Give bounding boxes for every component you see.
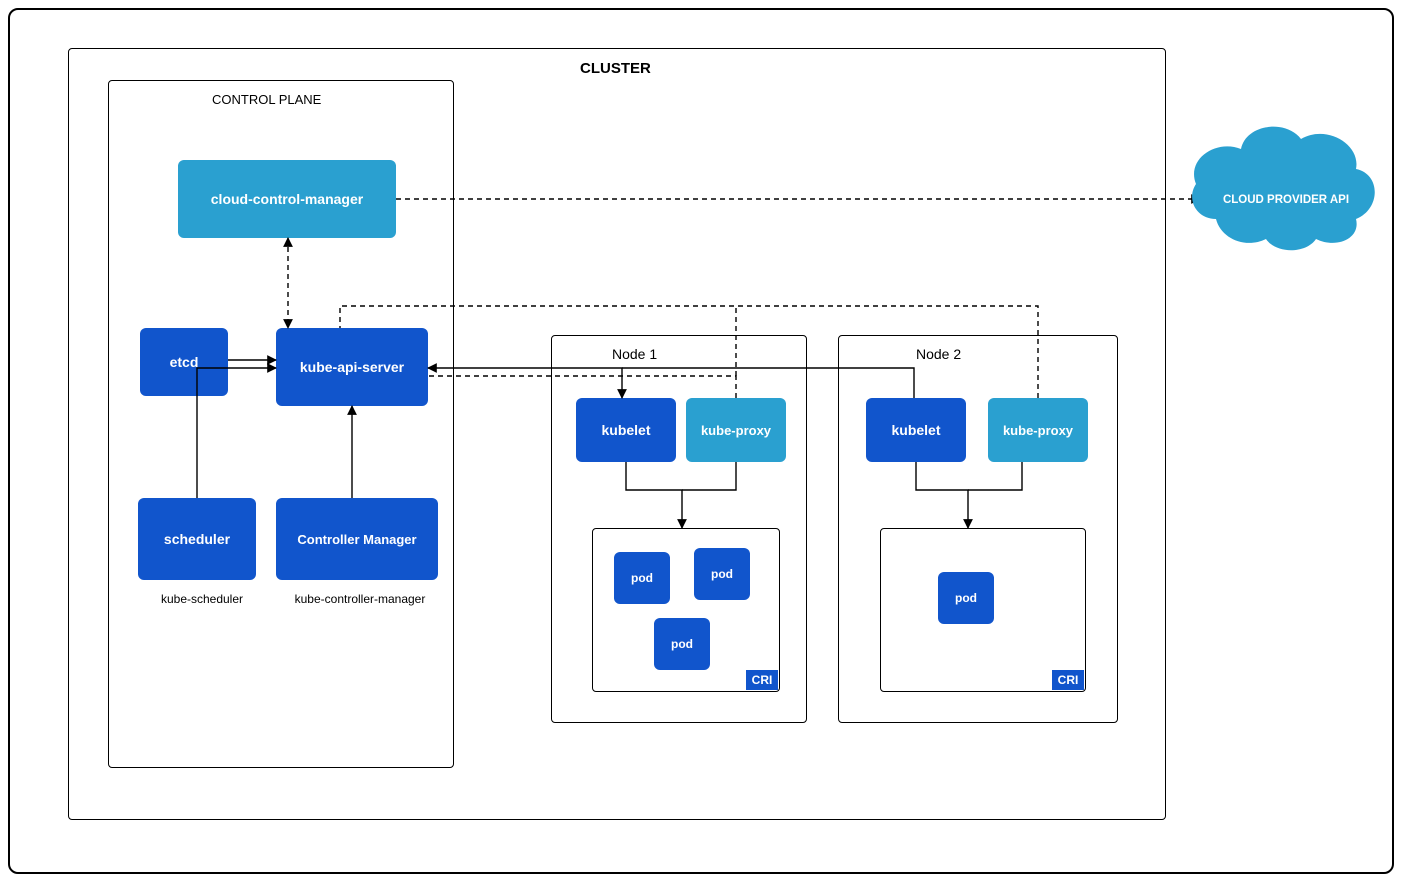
pod1c-box: pod xyxy=(654,618,710,670)
controller-manager-box: Controller Manager xyxy=(276,498,438,580)
pod2a-box: pod xyxy=(938,572,994,624)
etcd-box: etcd xyxy=(140,328,228,396)
diagram-canvas: CLUSTER CONTROL PLANE Node 1 Node 2 CRI … xyxy=(0,0,1402,882)
kube-controller-manager-caption: kube-controller-manager xyxy=(280,592,440,606)
control-plane-title: CONTROL PLANE xyxy=(208,92,325,107)
scheduler-box: scheduler xyxy=(138,498,256,580)
cri1-label: CRI xyxy=(746,670,778,690)
pod1a-box: pod xyxy=(614,552,670,604)
kube-proxy2-box: kube-proxy xyxy=(988,398,1088,462)
cloud-control-manager-box: cloud-control-manager xyxy=(178,160,396,238)
kube-proxy1-box: kube-proxy xyxy=(686,398,786,462)
node2-title: Node 2 xyxy=(912,346,965,362)
kubelet2-box: kubelet xyxy=(866,398,966,462)
kubelet1-box: kubelet xyxy=(576,398,676,462)
pod1b-box: pod xyxy=(694,548,750,600)
kube-api-server-box: kube-api-server xyxy=(276,328,428,406)
node1-title: Node 1 xyxy=(608,346,661,362)
cri2-label: CRI xyxy=(1052,670,1084,690)
cluster-title: CLUSTER xyxy=(576,60,655,77)
kube-scheduler-caption: kube-scheduler xyxy=(152,592,252,606)
